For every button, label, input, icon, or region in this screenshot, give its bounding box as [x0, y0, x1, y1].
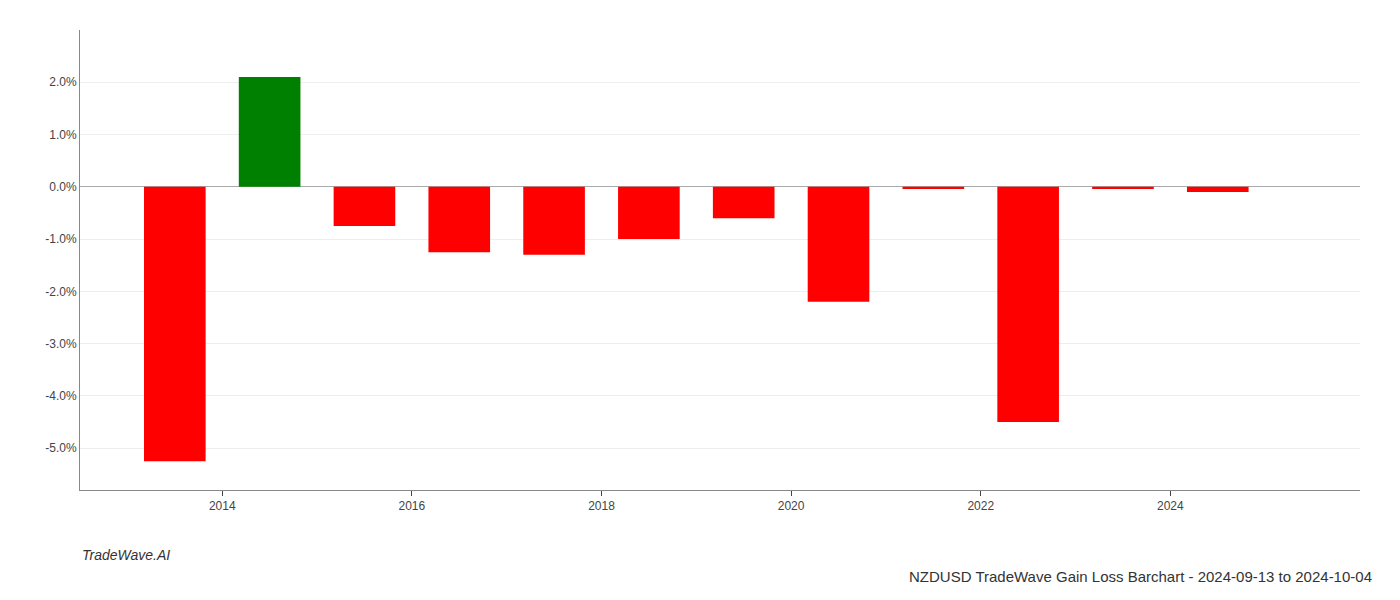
svg-text:TradeWave.AI: TradeWave.AI [82, 547, 170, 563]
svg-text:2024: 2024 [1157, 499, 1184, 513]
svg-text:-2.0%: -2.0% [45, 285, 77, 299]
svg-text:2022: 2022 [967, 499, 994, 513]
svg-text:0.0%: 0.0% [49, 180, 77, 194]
svg-text:2020: 2020 [778, 499, 805, 513]
svg-text:2.0%: 2.0% [49, 75, 77, 89]
svg-text:-5.0%: -5.0% [45, 441, 77, 455]
svg-text:-3.0%: -3.0% [45, 337, 77, 351]
svg-text:1.0%: 1.0% [49, 128, 77, 142]
svg-text:-4.0%: -4.0% [45, 389, 77, 403]
svg-text:2018: 2018 [588, 499, 615, 513]
svg-text:2016: 2016 [398, 499, 425, 513]
svg-text:NZDUSD TradeWave Gain Loss Bar: NZDUSD TradeWave Gain Loss Barchart - 20… [909, 568, 1372, 585]
svg-text:2014: 2014 [209, 499, 236, 513]
svg-text:-1.0%: -1.0% [45, 232, 77, 246]
